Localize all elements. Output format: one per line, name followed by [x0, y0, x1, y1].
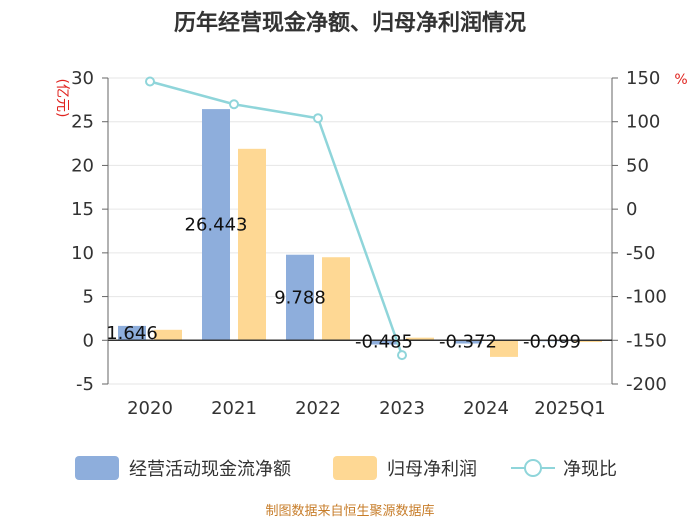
legend-swatch-net-profit	[333, 456, 377, 480]
left-tick-label: 30	[71, 68, 94, 89]
bar	[322, 257, 350, 341]
data-label: 9.788	[274, 287, 326, 308]
right-tick-label: -100	[626, 287, 667, 308]
bar	[490, 340, 518, 357]
bar	[370, 340, 398, 345]
source-note: 制图数据来自恒生聚源数据库	[265, 503, 434, 519]
legend-label-operating-cash: 经营活动现金流净额	[129, 459, 291, 480]
x-tick-label: 2022	[295, 398, 341, 419]
data-label: -0.372	[439, 331, 497, 352]
bar	[406, 337, 434, 341]
legend-marker-cash-ratio	[524, 459, 542, 477]
data-labels: 1.646 26.443 9.788 -0.485 -0.372 -0.099	[106, 215, 581, 353]
bar	[238, 148, 266, 341]
x-tick-label: 2023	[379, 398, 425, 419]
bar	[154, 329, 182, 341]
line-point	[145, 76, 155, 87]
bar	[286, 254, 314, 341]
left-tick-label: 20	[71, 155, 94, 176]
right-tick-label: 100	[626, 112, 660, 133]
right-tick-label: -200	[626, 374, 667, 395]
right-axis: -200 -150 -100 -50 0 50 100 150	[611, 68, 667, 395]
line-point	[397, 350, 407, 361]
data-label: -0.485	[355, 331, 413, 352]
left-tick-label: 25	[71, 112, 94, 133]
right-tick-label: 50	[626, 155, 649, 176]
left-axis-unit: (亿元)	[54, 79, 70, 118]
legend: 经营活动现金流净额 归母净利润 净现比	[75, 456, 617, 480]
right-tick-label: 150	[626, 68, 660, 89]
line-point	[229, 99, 239, 110]
left-tick-label: 15	[71, 199, 94, 220]
right-tick-label: -150	[626, 330, 667, 351]
bar	[118, 325, 146, 341]
x-tick-label: 2020	[127, 398, 173, 419]
left-tick-label: 0	[83, 330, 94, 351]
line-path	[149, 80, 404, 356]
data-label: -0.099	[523, 331, 581, 352]
left-tick-label: -5	[76, 374, 94, 395]
legend-label-net-profit: 归母净利润	[387, 459, 477, 480]
bar	[574, 340, 602, 343]
left-tick-label: 5	[83, 287, 94, 308]
bar	[202, 109, 230, 341]
right-tick-label: 0	[626, 199, 637, 220]
x-tick-label: 2021	[211, 398, 257, 419]
x-axis: 2020 2021 2022 2023 2024 2025Q1	[127, 398, 606, 419]
data-label: 1.646	[106, 323, 158, 344]
bar	[454, 340, 482, 344]
legend-label-cash-ratio: 净现比	[563, 459, 617, 480]
x-tick-label: 2025Q1	[534, 398, 605, 419]
left-axis: -5 0 5 10 15 20 25 30	[71, 68, 109, 395]
x-tick-label: 2024	[463, 398, 509, 419]
bars	[118, 109, 602, 357]
right-axis-unit: %	[674, 72, 687, 88]
legend-swatch-operating-cash	[75, 456, 119, 480]
line-point	[313, 113, 323, 124]
right-tick-label: -50	[626, 243, 655, 264]
chart-title: 历年经营现金净额、归母净利润情况	[174, 10, 526, 36]
left-tick-label: 10	[71, 243, 94, 264]
gridlines	[108, 77, 612, 385]
line-series	[145, 76, 407, 361]
data-label: 26.443	[185, 215, 248, 236]
